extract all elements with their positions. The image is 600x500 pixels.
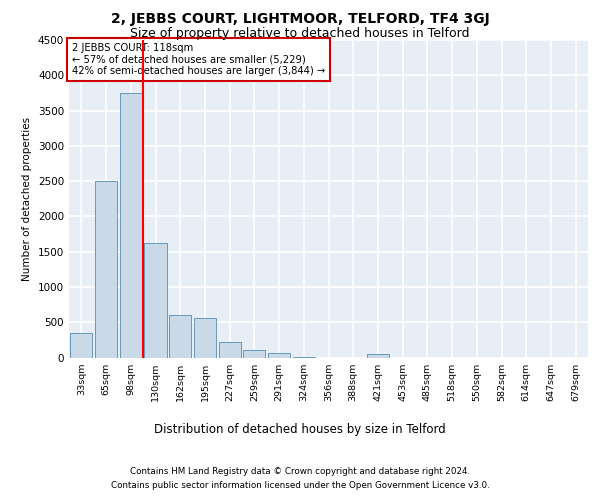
- Text: 2, JEBBS COURT, LIGHTMOOR, TELFORD, TF4 3GJ: 2, JEBBS COURT, LIGHTMOOR, TELFORD, TF4 …: [110, 12, 490, 26]
- Bar: [169, 315, 191, 358]
- Bar: [243, 350, 265, 358]
- Text: 2 JEBBS COURT: 118sqm
← 57% of detached houses are smaller (5,229)
42% of semi-d: 2 JEBBS COURT: 118sqm ← 57% of detached …: [71, 43, 325, 76]
- Bar: [293, 357, 315, 358]
- Text: Size of property relative to detached houses in Telford: Size of property relative to detached ho…: [130, 28, 470, 40]
- Bar: [268, 354, 290, 358]
- Bar: [95, 181, 117, 358]
- Bar: [145, 243, 167, 358]
- Bar: [367, 354, 389, 358]
- Bar: [70, 333, 92, 357]
- Text: Contains HM Land Registry data © Crown copyright and database right 2024.: Contains HM Land Registry data © Crown c…: [130, 468, 470, 476]
- Bar: [194, 318, 216, 358]
- Y-axis label: Number of detached properties: Number of detached properties: [22, 116, 32, 281]
- Bar: [218, 342, 241, 357]
- Text: Contains public sector information licensed under the Open Government Licence v3: Contains public sector information licen…: [110, 481, 490, 490]
- Bar: [119, 93, 142, 357]
- Text: Distribution of detached houses by size in Telford: Distribution of detached houses by size …: [154, 422, 446, 436]
